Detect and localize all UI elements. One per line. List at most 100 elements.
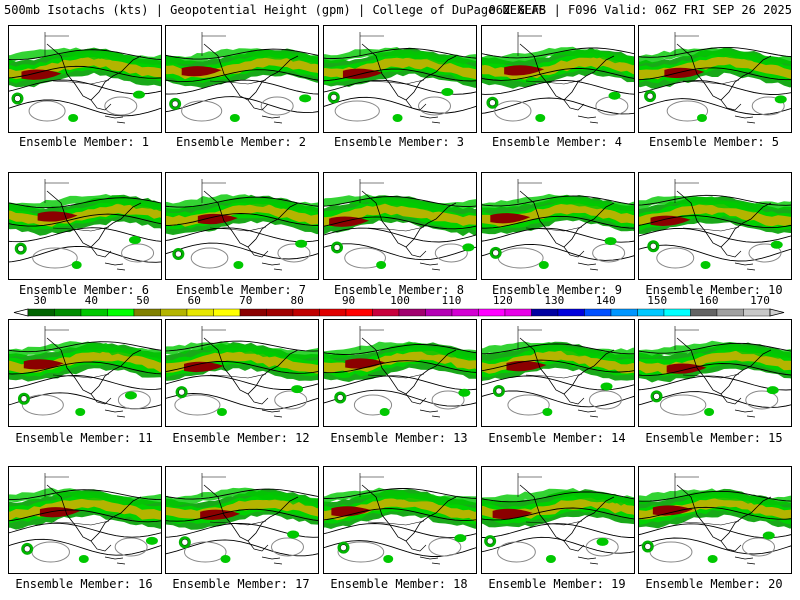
border-line-north: [359, 179, 384, 203]
jet-core-90kt: [184, 361, 224, 373]
height-contour-high: [497, 541, 536, 563]
map-canvas: [639, 32, 791, 124]
height-contour: [639, 215, 791, 229]
height-contour-high: [344, 247, 386, 269]
map-canvas: [482, 32, 634, 124]
height-contour: [166, 69, 318, 83]
height-contour: [324, 96, 476, 114]
coastline-gulf: [563, 99, 585, 111]
height-contour: [324, 523, 476, 538]
colorbar-tick-label: 50: [136, 294, 150, 307]
tropical-cyclone-center: [20, 395, 28, 402]
height-contour-high: [742, 537, 776, 557]
isotach-blob: [383, 555, 394, 563]
tropical-cyclone-center: [17, 245, 24, 252]
isotach-band-north: [324, 194, 476, 213]
coastline-gulf: [247, 246, 269, 258]
height-contour-high: [337, 541, 385, 563]
isotach-band-north: [639, 195, 791, 213]
ensemble-member-map: [8, 172, 162, 280]
height-contour: [639, 244, 791, 262]
height-contour-high: [494, 100, 532, 122]
caribbean-islands: [419, 115, 441, 124]
border-line: [525, 226, 583, 232]
colorbar-swatch: [398, 308, 426, 317]
colorbar-swatch: [531, 308, 559, 317]
coastline: [46, 484, 142, 542]
height-contour: [639, 375, 791, 391]
border-line-north: [517, 326, 542, 350]
height-contour: [482, 536, 634, 554]
border-line: [52, 79, 110, 85]
coastline: [203, 190, 299, 248]
colorbar-swatch: [504, 308, 532, 317]
height-contour: [9, 197, 161, 209]
coastline-gulf: [247, 540, 269, 552]
jet-core-90kt: [490, 213, 531, 224]
colorbar-tick-label: 110: [441, 294, 462, 307]
height-contour: [324, 375, 476, 391]
height-contour: [482, 507, 634, 521]
border-line: [367, 520, 425, 526]
tropical-cyclone-center: [14, 95, 21, 102]
coastline: [361, 190, 457, 248]
height-contour-high: [592, 243, 626, 263]
height-contour: [639, 363, 791, 376]
colorbar-swatch: [478, 308, 506, 317]
isotach-blob: [220, 555, 231, 563]
colorbar-tick-label: 80: [290, 294, 304, 307]
ensemble-member-map: [481, 319, 635, 427]
height-contour: [482, 215, 634, 229]
isotach-band-70kt: [482, 203, 634, 228]
height-contour-high: [28, 100, 66, 122]
coastline-gulf: [405, 393, 427, 405]
isotach-blob: [233, 261, 244, 269]
height-contour: [324, 68, 476, 82]
ensemble-member-caption: Ensemble Member: 3: [333, 135, 465, 149]
isotach-band-north: [482, 193, 634, 212]
height-contour: [166, 242, 318, 260]
coastline-gulf: [90, 246, 112, 258]
height-contour-high: [104, 96, 138, 116]
isotach-band-north: [324, 47, 476, 65]
ensemble-member-caption: Ensemble Member: 1: [18, 135, 150, 149]
ensemble-member-caption: Ensemble Member: 19: [488, 577, 626, 591]
coastline-gulf: [405, 99, 427, 111]
isotach-blob: [379, 408, 390, 416]
valid-time-label: 06Z GEFS | F096 Valid: 06Z FRI SEP 26 20…: [488, 3, 792, 17]
isotach-blob: [774, 95, 787, 104]
height-contour: [324, 196, 476, 207]
coastline: [203, 43, 299, 101]
height-contour: [639, 46, 791, 58]
map-canvas: [166, 32, 318, 124]
colorbar-swatch: [54, 308, 82, 317]
border-line-north: [517, 473, 542, 497]
coastline: [676, 43, 772, 101]
height-contour-high: [21, 394, 64, 416]
map-canvas: [9, 179, 161, 271]
ensemble-member-map: [8, 319, 162, 427]
coastline: [676, 190, 772, 248]
colorbar-swatch: [372, 308, 400, 317]
border-line: [52, 373, 110, 379]
border-line-north: [359, 473, 384, 497]
colorbar-swatch: [239, 308, 267, 317]
tropical-cyclone-center: [495, 387, 503, 395]
border-line-north: [201, 179, 226, 203]
isotach-band-north: [166, 48, 318, 65]
tropical-cyclone-center: [340, 544, 347, 551]
border-line: [367, 226, 425, 232]
ensemble-member-map: [481, 466, 635, 574]
caribbean-islands: [261, 262, 283, 271]
jet-core-90kt: [652, 505, 693, 516]
map-canvas: [166, 326, 318, 418]
ensemble-member-map: [638, 172, 792, 280]
border-line: [525, 373, 583, 379]
height-contour: [166, 227, 318, 243]
height-contour-high: [353, 394, 393, 416]
ensemble-member-caption: Ensemble Member: 10: [645, 283, 783, 297]
height-contour: [639, 194, 791, 206]
height-contour: [9, 213, 161, 227]
caribbean-islands: [104, 409, 126, 418]
height-contour-high: [745, 390, 779, 410]
